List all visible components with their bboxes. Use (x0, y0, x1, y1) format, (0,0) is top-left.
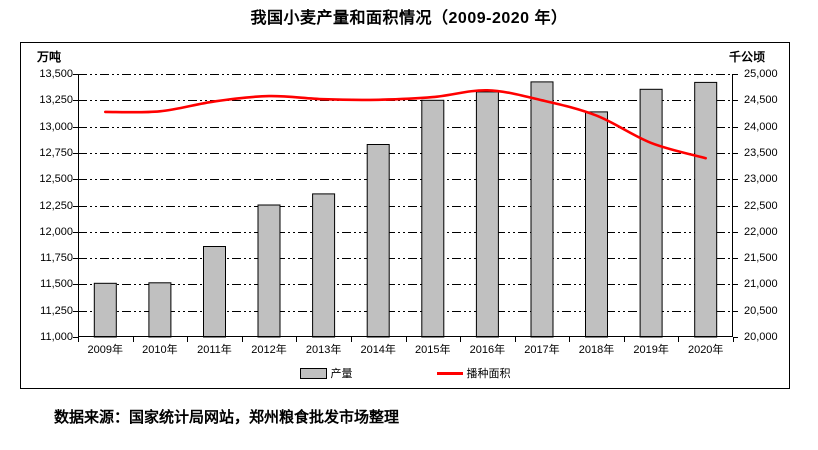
x-axis-tick-label: 2009年 (87, 344, 124, 356)
y-axis-tick-label: 11,750 (40, 252, 73, 265)
chart-canvas (73, 74, 738, 342)
x-axis-tick-label: 2014年 (360, 344, 396, 356)
x-axis-tick-label: 2018年 (578, 344, 615, 356)
right-axis-tick-label: 23,000 (744, 173, 778, 186)
right-axis-tick-label: 23,500 (744, 146, 778, 159)
x-axis-tick-label: 2011年 (197, 344, 232, 356)
plot-area (73, 74, 738, 342)
y-axis-tick-label: 13,000 (39, 120, 73, 133)
right-axis-tick-label: 21,000 (744, 278, 778, 291)
y-axis-tick-label: 12,500 (39, 173, 73, 186)
right-axis-tick-label: 20,000 (744, 331, 778, 343)
right-axis-tick-label: 20,500 (744, 304, 778, 317)
production-bar (530, 81, 554, 338)
x-axis-tick-label: 2016年 (469, 344, 506, 356)
legend-label-sown-area: 播种面积 (466, 368, 511, 380)
chart-title: 我国小麦产量和面积情况（2009-2020 年） (250, 10, 568, 27)
y-axis-tick-label: 13,250 (39, 94, 73, 107)
source-note: 数据来源：国家统计局网站，郑州粮食批发市场整理 (54, 409, 400, 426)
right-axis-tick-label: 21,500 (744, 252, 778, 265)
legend-label-production: 产量 (330, 368, 353, 380)
production-bar (639, 88, 663, 338)
bar-swatch-icon (299, 367, 327, 379)
right-axis-tick-label: 25,000 (744, 68, 778, 80)
y-axis-tick-label: 13,500 (39, 68, 73, 80)
x-axis-tick-label: 2010年 (142, 344, 178, 356)
production-bar (148, 282, 172, 338)
y-axis-tick-label: 11,000 (40, 331, 73, 343)
sown-area-line (104, 88, 707, 160)
y-axis-tick-label: 12,750 (39, 146, 73, 159)
x-axis-tick-label: 2019年 (633, 344, 669, 356)
left-axis-unit-label: 万吨 (37, 50, 62, 64)
x-axis-tick-label: 2020年 (687, 344, 724, 356)
y-axis-tick-label: 11,500 (40, 278, 73, 291)
legend: 产量 播种面积 (21, 365, 789, 381)
production-bar (203, 246, 226, 338)
x-axis-tick-label: 2012年 (251, 344, 287, 356)
production-bar (421, 99, 445, 338)
production-bar (694, 81, 718, 338)
production-bar (366, 144, 390, 338)
right-axis-tick-label: 24,000 (744, 120, 778, 133)
production-bar (93, 282, 117, 338)
right-axis-tick-label: 24,500 (744, 94, 778, 107)
x-axis-tick-label: 2013年 (305, 344, 342, 356)
right-axis-tick-label: 22,000 (744, 225, 778, 238)
legend-item-sown-area: 播种面积 (436, 365, 511, 381)
right-axis-unit-label: 千公顷 (729, 50, 766, 64)
right-axis-tick-label: 22,500 (744, 199, 778, 212)
y-axis-tick-label: 12,000 (39, 225, 73, 238)
production-bar (257, 204, 281, 338)
x-axis-tick-label: 2017年 (524, 344, 560, 356)
production-bar (585, 111, 608, 338)
production-bar (475, 91, 499, 338)
production-bar (312, 193, 336, 338)
legend-item-production: 产量 (299, 365, 353, 381)
y-axis-tick-label: 12,250 (39, 199, 73, 212)
chart-area: 万吨 千公顷 13,500 13,250 13,000 12,750 12,500 12,… (20, 42, 790, 389)
line-swatch-icon (436, 371, 463, 375)
y-axis-tick-label: 11,250 (40, 304, 73, 317)
x-axis-tick-label: 2015年 (415, 344, 451, 356)
